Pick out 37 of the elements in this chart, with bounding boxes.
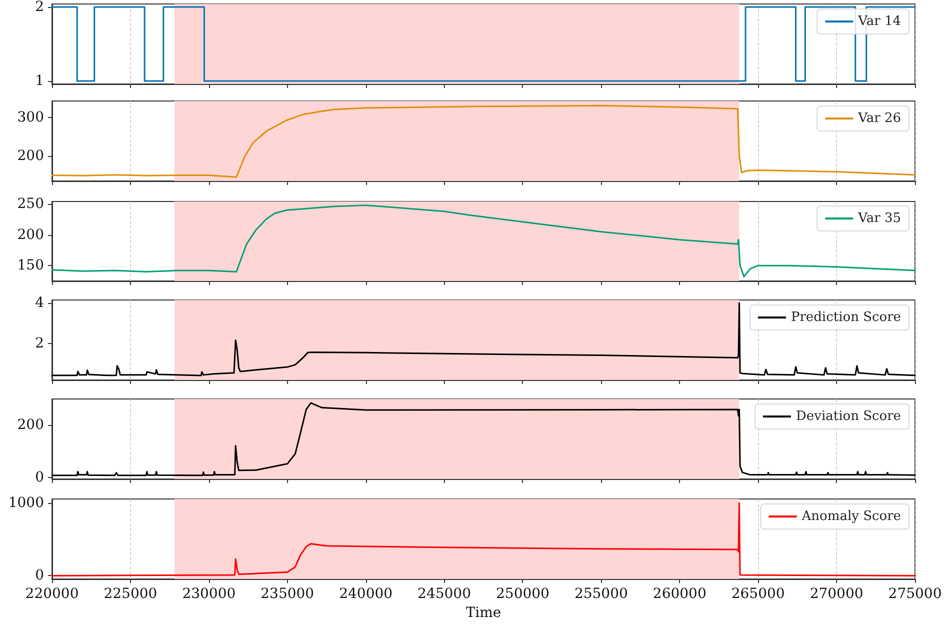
- legend-label: Prediction Score: [790, 310, 902, 325]
- y-tick-label: 0: [35, 568, 44, 584]
- y-tick-label: 200: [17, 226, 44, 243]
- x-axis-title: Time: [466, 605, 502, 621]
- y-tick-label: 150: [17, 258, 44, 274]
- x-tick-label: 230000: [182, 586, 236, 602]
- x-tick-label: 260000: [652, 586, 706, 602]
- y-tick-label: 1000: [8, 495, 44, 511]
- y-tick-label: 200: [17, 416, 44, 433]
- x-tick-label: 245000: [418, 586, 471, 602]
- line-series: [51, 302, 916, 376]
- x-tick-label: 225000: [104, 586, 158, 602]
- line-series: [51, 402, 916, 476]
- x-tick-label: 240000: [339, 586, 393, 602]
- y-tick-label: 300: [17, 110, 44, 126]
- x-tick-label: 265000: [731, 586, 785, 602]
- y-tick-label: 4: [35, 295, 44, 312]
- legend-label: Var 14: [857, 14, 902, 29]
- legend-label: Anomaly Score: [800, 509, 902, 524]
- y-tick-label: 250: [17, 196, 44, 212]
- y-tick-label: 1: [35, 73, 44, 90]
- y-tick-label: 2: [35, 336, 44, 352]
- line-series: [51, 502, 916, 576]
- legend-label: Deviation Score: [796, 409, 902, 424]
- legend-label: Var 26: [857, 111, 902, 126]
- y-tick-label: 0: [35, 469, 44, 486]
- line-series: [51, 104, 916, 178]
- x-tick-label: 220000: [25, 586, 79, 602]
- x-tick-label: 270000: [810, 586, 864, 602]
- y-tick-label: 2: [35, 0, 44, 15]
- line-series: [51, 204, 916, 278]
- x-tick-label: 255000: [574, 586, 628, 602]
- x-tick-label: 250000: [496, 586, 550, 602]
- legend-label: Var 35: [857, 211, 902, 226]
- x-tick-label: 275000: [888, 586, 942, 602]
- x-tick-label: 235000: [260, 586, 314, 602]
- y-tick-label: 200: [17, 148, 44, 164]
